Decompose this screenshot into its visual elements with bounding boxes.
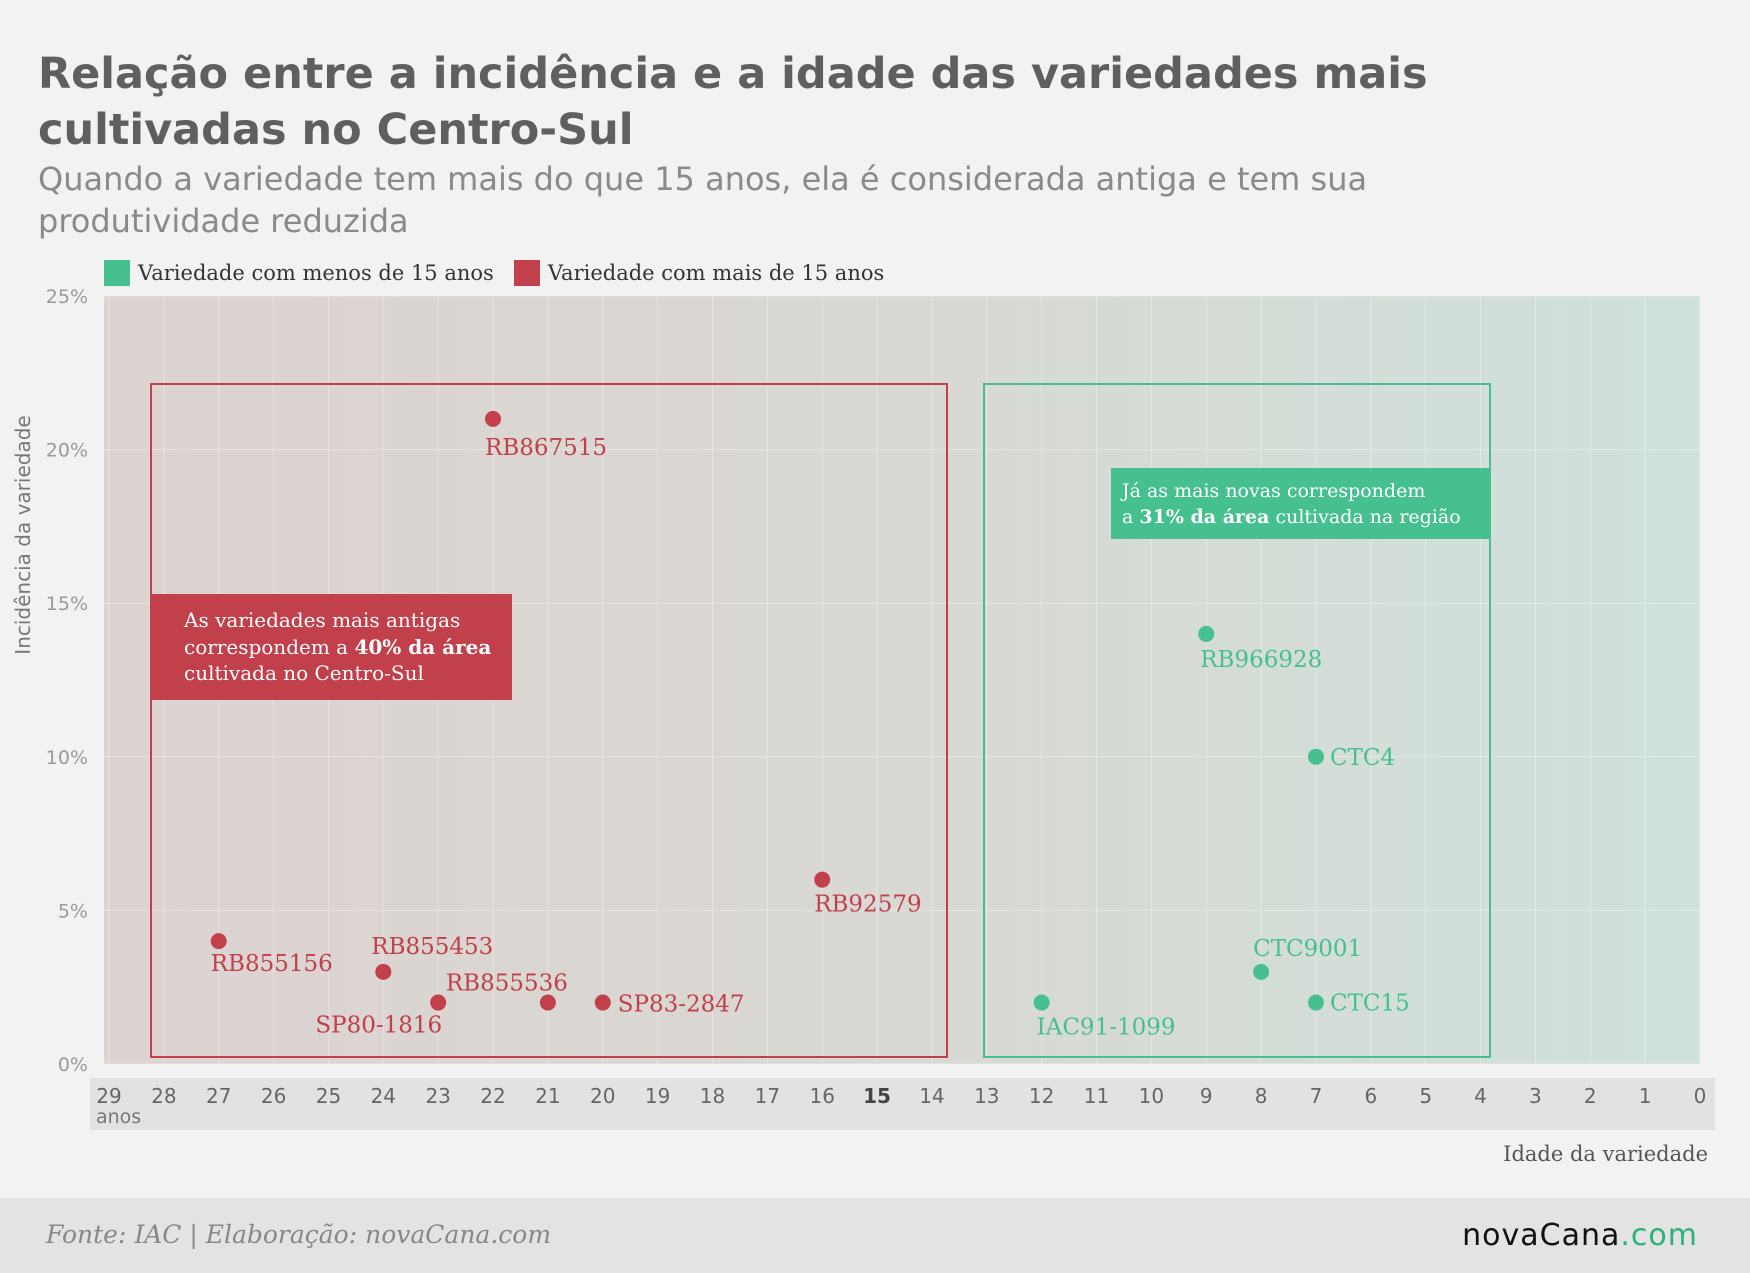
annotation-new: Já as mais novas correspondem a 31% da á… xyxy=(1111,468,1490,539)
scatter-chart: 0%5%10%15%20%25% 29 28 27 26 25 24 23 22 21 20 19 1… xyxy=(11,286,1715,1166)
x-tick-label: 21 xyxy=(535,1084,560,1108)
annotation-old: As variedades mais antigas correspondem … xyxy=(151,594,512,700)
x-tick-label: 18 xyxy=(700,1084,725,1108)
chart-subtitle: Quando a variedade tem mais do que 15 an… xyxy=(38,160,1368,240)
x-tick-label: 17 xyxy=(755,1084,780,1108)
x-tick-label: 1 xyxy=(1639,1084,1652,1108)
y-tick-label: 5% xyxy=(58,900,88,922)
x-unit-label: anos xyxy=(96,1106,141,1128)
x-tick-label: 11 xyxy=(1084,1084,1109,1108)
x-tick-label: 14 xyxy=(919,1084,944,1108)
annotation-new-box xyxy=(1111,468,1490,539)
annotation-new-line1: Já as mais novas correspondem xyxy=(1120,480,1425,502)
x-axis-band xyxy=(90,1078,1715,1130)
data-point xyxy=(1307,748,1324,765)
data-point xyxy=(814,871,831,888)
y-axis: 0% 5% 10% 15% 20% 25% xyxy=(46,286,88,1076)
legend-label-new: Variedade com menos de 15 anos xyxy=(138,261,494,285)
x-tick-label: 16 xyxy=(809,1084,834,1108)
x-tick-label: 29 xyxy=(96,1084,121,1108)
logo-main: novaCana xyxy=(1462,1218,1621,1253)
y-tick-label: 20% xyxy=(46,440,88,462)
data-point-label: SP80-1816 xyxy=(315,1013,442,1039)
data-point-label: SP83-2847 xyxy=(618,992,745,1018)
x-tick-label: 9 xyxy=(1200,1084,1213,1108)
data-point-label: CTC4 xyxy=(1330,745,1395,771)
legend-label-old: Variedade com mais de 15 anos xyxy=(547,261,885,285)
chart-title: Relação entre a incidência e a idade das… xyxy=(38,49,1428,155)
logo-suffix: .com xyxy=(1620,1218,1698,1253)
annotation-old-line1: As variedades mais antigas xyxy=(183,608,460,632)
x-tick-label: 4 xyxy=(1474,1084,1487,1108)
x-tick-label: 12 xyxy=(1029,1084,1054,1108)
source-note: Fonte: IAC | Elaboração: novaCana.com xyxy=(46,1220,552,1249)
x-tick-label: 26 xyxy=(261,1084,286,1108)
x-axis: 29 28 27 26 25 24 23 22 21 20 19 18 17 16 15 14 13 12 11 10… xyxy=(96,1084,1706,1108)
x-tick-label: 27 xyxy=(206,1084,231,1108)
annotation-new-line2-pre: a xyxy=(1122,506,1139,528)
x-tick-label: 7 xyxy=(1310,1084,1323,1108)
data-point xyxy=(1307,994,1324,1011)
y-tick-label: 15% xyxy=(46,593,88,615)
x-tick-label: 20 xyxy=(590,1084,615,1108)
data-points: RB867515 RB92579 RB855156 RB855453 SP80-1816… xyxy=(210,410,1410,1041)
data-point xyxy=(1253,963,1270,980)
data-point xyxy=(430,994,447,1011)
x-tick-label: 15 xyxy=(863,1084,891,1108)
y-tick-label: 0% xyxy=(58,1054,88,1076)
data-point-label: RB855453 xyxy=(371,934,493,960)
legend-item-new: Variedade com menos de 15 anos xyxy=(104,260,494,286)
legend: Variedade com menos de 15 anos Variedade… xyxy=(104,260,884,286)
data-point-label: RB855536 xyxy=(446,971,568,997)
x-tick-label: 8 xyxy=(1255,1084,1268,1108)
y-tick-label: 10% xyxy=(46,747,88,769)
data-point-label: RB867515 xyxy=(485,435,607,461)
x-tick-label: 23 xyxy=(425,1084,450,1108)
footer: Fonte: IAC | Elaboração: novaCana.com no… xyxy=(0,1198,1750,1273)
annotation-old-line2-bold: 40% da área xyxy=(354,635,491,659)
x-tick-label: 5 xyxy=(1419,1084,1432,1108)
data-point xyxy=(485,410,502,427)
data-point xyxy=(375,963,392,980)
data-point xyxy=(539,994,556,1011)
x-tick-label: 6 xyxy=(1364,1084,1377,1108)
x-tick-label: 28 xyxy=(151,1084,176,1108)
x-tick-label: 2 xyxy=(1584,1084,1597,1108)
data-point xyxy=(1033,994,1050,1011)
annotation-new-line2-post: cultivada na região xyxy=(1269,506,1460,528)
legend-swatch-new xyxy=(104,260,130,286)
data-point xyxy=(1198,625,1215,642)
annotation-old-line2-text: correspondem a xyxy=(184,635,354,659)
legend-item-old: Variedade com mais de 15 anos xyxy=(513,260,885,286)
x-tick-label: 24 xyxy=(371,1084,396,1108)
annotation-old-box xyxy=(151,594,512,700)
x-tick-label: 19 xyxy=(645,1084,670,1108)
y-axis-title: Incidência da variedade xyxy=(11,415,35,654)
data-point xyxy=(210,933,227,950)
annotation-new-line2-bold: 31% da área xyxy=(1139,506,1269,528)
data-point-label: CTC15 xyxy=(1330,991,1410,1017)
y-tick-label: 25% xyxy=(46,286,88,308)
data-point-label: CTC9001 xyxy=(1253,936,1362,962)
data-point-label: RB855156 xyxy=(211,951,333,977)
old-region-box xyxy=(150,383,948,1058)
x-tick-label: 25 xyxy=(316,1084,341,1108)
x-tick-label: 13 xyxy=(974,1084,999,1108)
legend-swatch-old xyxy=(513,260,540,286)
annotation-old-line3: cultivada no Centro-Sul xyxy=(184,661,424,685)
data-point-label: RB966928 xyxy=(1200,647,1322,673)
data-point-label: IAC91-1099 xyxy=(1037,1015,1176,1041)
data-point xyxy=(594,994,611,1011)
annotation-new-line2: a 31% da área cultivada na região xyxy=(1122,506,1461,528)
x-tick-label: 0 xyxy=(1694,1084,1707,1108)
annotation-old-line2: correspondem a 40% da área xyxy=(184,635,491,659)
novacana-logo: novaCana.com xyxy=(1462,1218,1698,1253)
x-tick-label: 22 xyxy=(480,1084,505,1108)
x-axis-title: Idade da variedade xyxy=(1503,1142,1708,1166)
x-tick-label: 3 xyxy=(1529,1084,1542,1108)
data-point-label: RB92579 xyxy=(814,892,921,918)
x-tick-label: 10 xyxy=(1139,1084,1164,1108)
new-region-box xyxy=(983,383,1491,1058)
